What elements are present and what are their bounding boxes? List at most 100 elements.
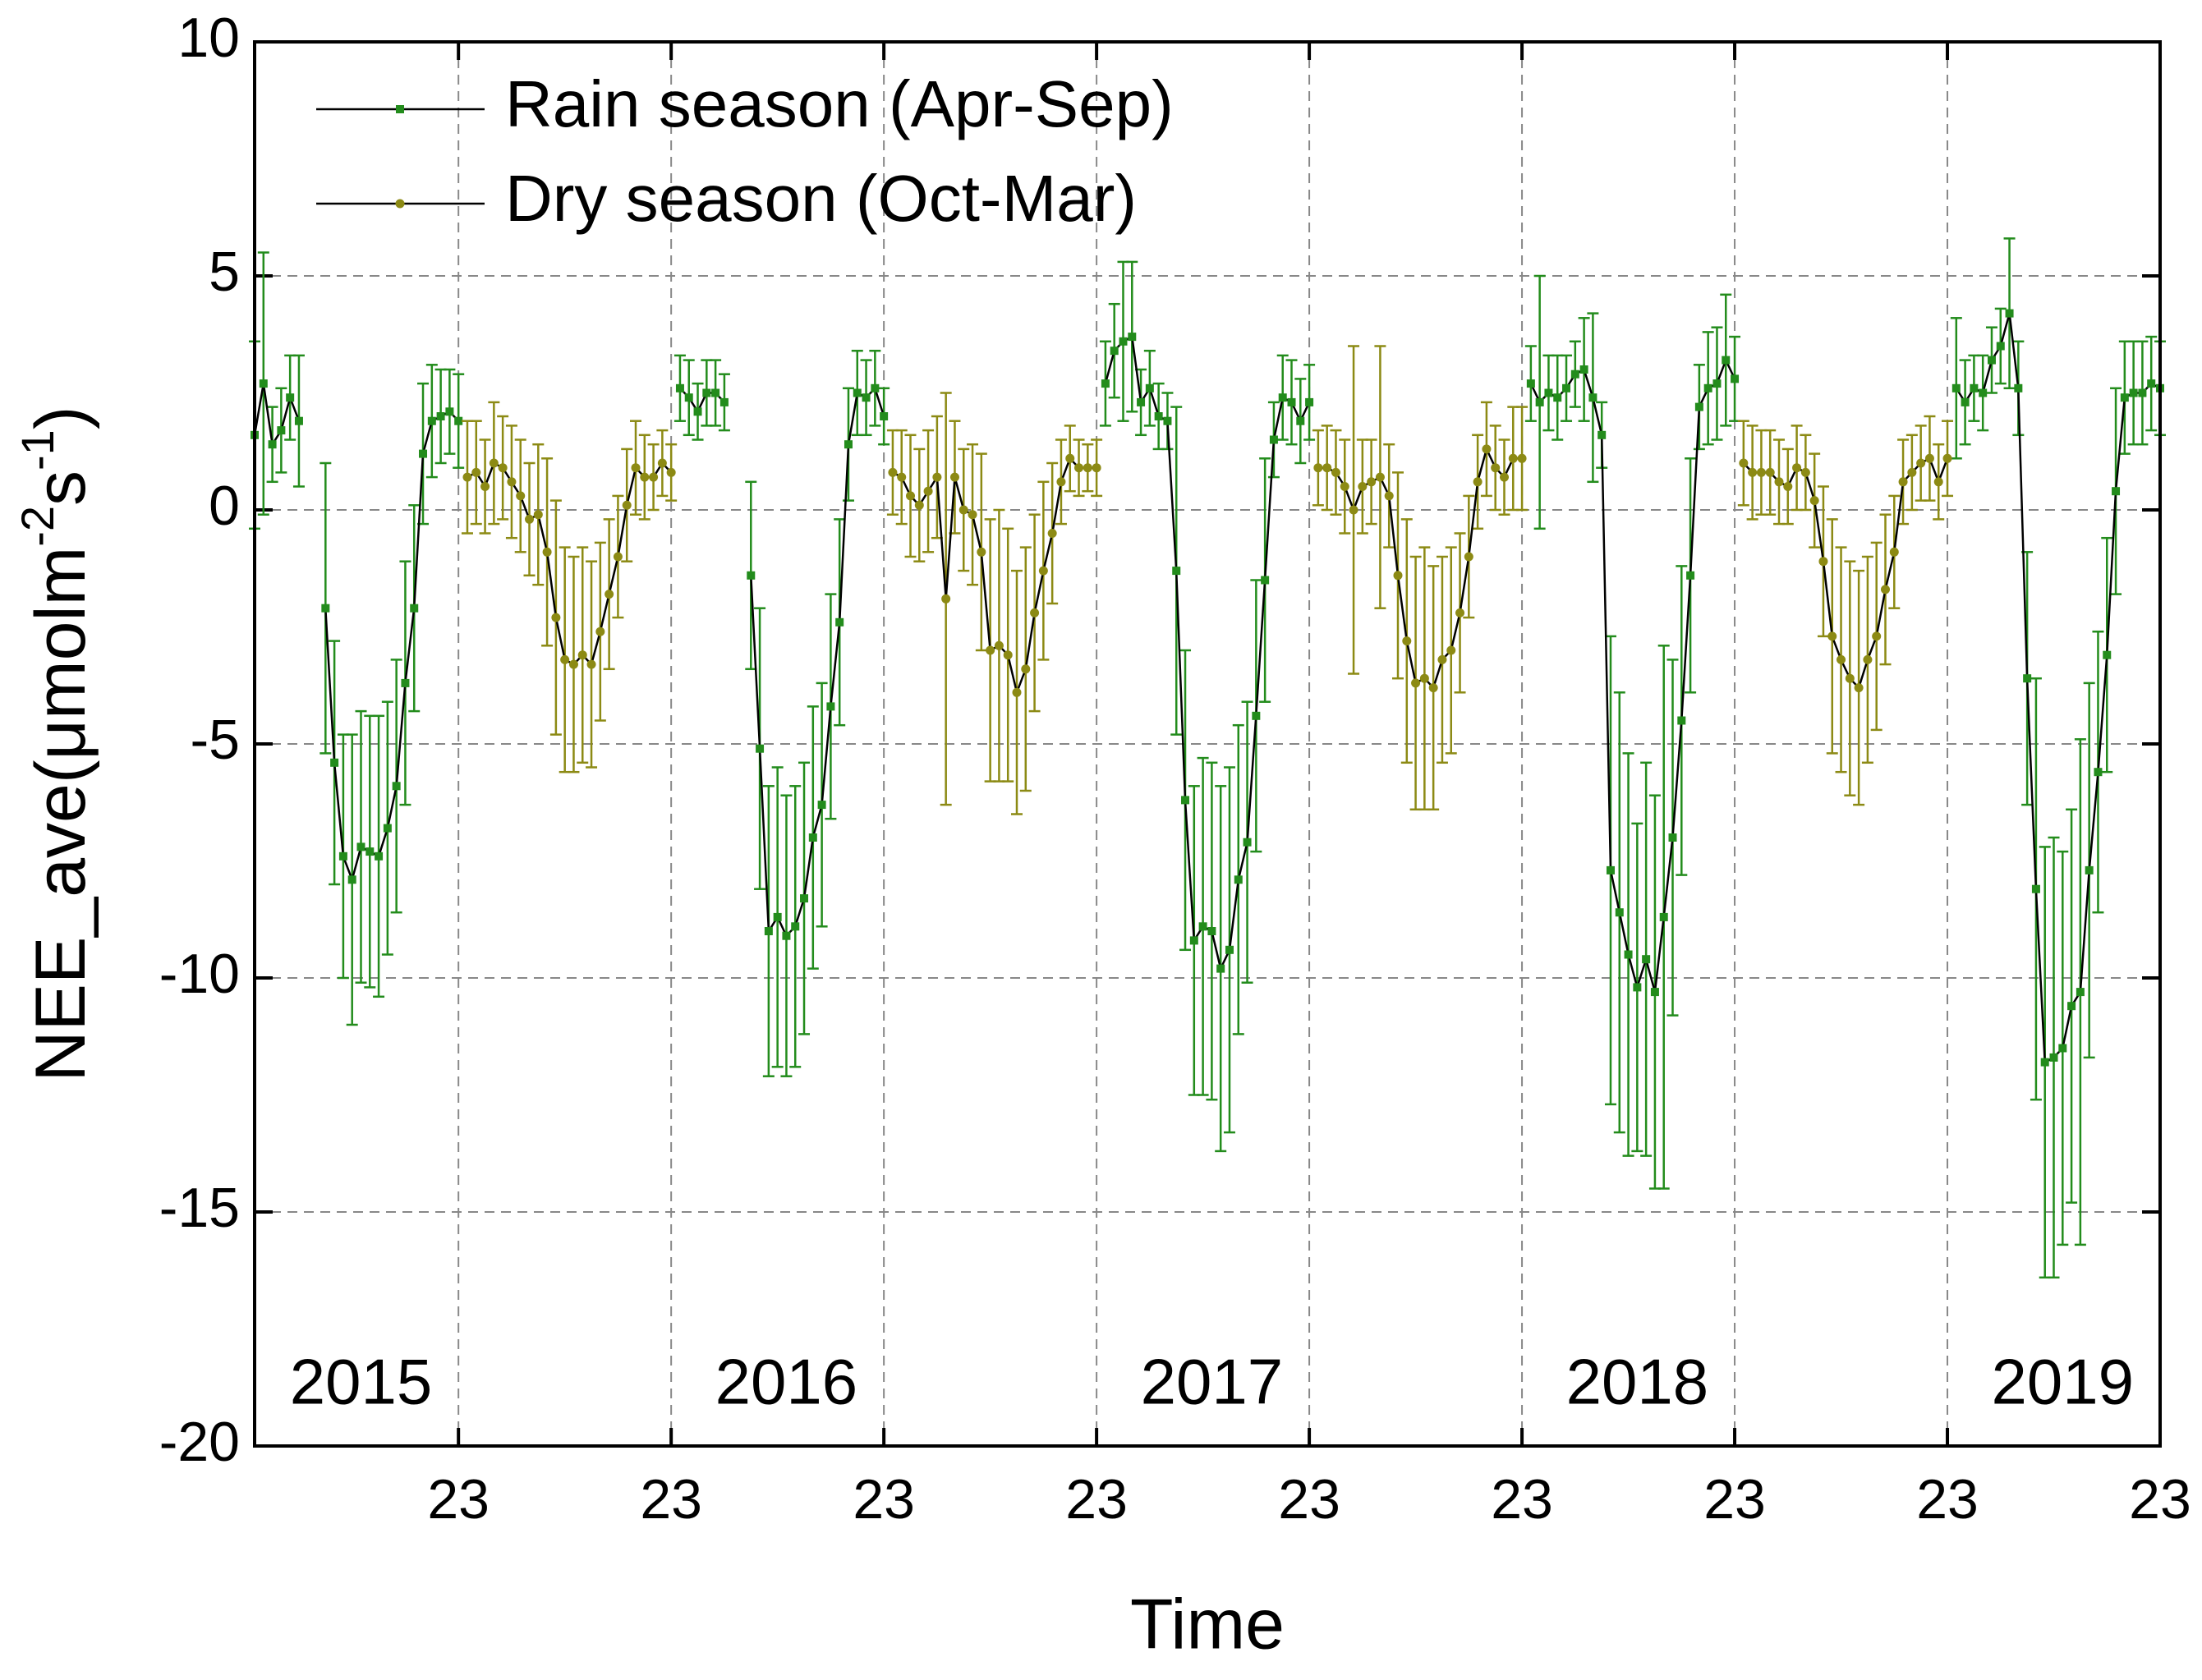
marker (1579, 365, 1588, 374)
marker (1287, 397, 1296, 406)
marker (1624, 950, 1633, 959)
marker (2129, 388, 2138, 397)
marker (1800, 467, 1810, 477)
marker (1916, 458, 1926, 468)
marker (1038, 566, 1048, 576)
y-axis-title: NEE_ave(μmolm-2s-1) (11, 406, 100, 1082)
annotation: 2016 (715, 1346, 858, 1418)
marker (1880, 585, 1890, 594)
marker (1234, 875, 1243, 884)
marker (1163, 416, 1172, 425)
marker (1296, 416, 1305, 425)
y-tick-label: 10 (177, 7, 240, 69)
y-tick-label: 0 (209, 475, 240, 537)
marker (586, 659, 596, 669)
marker (1384, 491, 1394, 501)
marker (791, 922, 800, 931)
marker (1703, 383, 1712, 392)
marker (773, 912, 782, 921)
marker (675, 383, 684, 392)
marker (1419, 673, 1429, 683)
marker (1437, 654, 1447, 664)
marker (808, 833, 817, 842)
marker (1393, 571, 1403, 581)
marker (1961, 397, 1970, 406)
y-tick-label: -10 (159, 943, 240, 1005)
marker (906, 491, 916, 501)
marker (1979, 388, 1988, 397)
marker (383, 824, 392, 833)
marker (401, 678, 410, 687)
marker (419, 449, 428, 458)
marker (1970, 383, 1979, 392)
marker (2085, 865, 2094, 874)
marker (2120, 393, 2129, 402)
marker (2138, 388, 2147, 397)
marker (1924, 453, 1934, 463)
marker (1189, 936, 1198, 945)
y-tick-label: -20 (159, 1411, 240, 1473)
x-tick-label: 23 (1278, 1468, 1340, 1531)
marker (1269, 435, 1278, 444)
marker (560, 654, 570, 664)
annotation: 2019 (1992, 1346, 2135, 1418)
marker (1482, 444, 1492, 454)
x-tick-label: 23 (853, 1468, 915, 1531)
marker (888, 467, 898, 477)
x-tick-label: 23 (1703, 1468, 1766, 1531)
marker (1845, 673, 1855, 683)
marker (2094, 768, 2103, 777)
y-title-text: NEE_ave(μmolm (21, 547, 100, 1082)
marker (1517, 453, 1527, 463)
x-tick-label: 23 (427, 1468, 490, 1531)
marker (1809, 496, 1819, 506)
marker (525, 514, 535, 524)
marker (1455, 608, 1465, 617)
marker (533, 510, 543, 520)
marker (1535, 397, 1544, 406)
annotation: 2015 (290, 1346, 433, 1418)
marker (640, 472, 650, 482)
marker (1331, 467, 1340, 477)
marker (880, 412, 889, 420)
marker (2031, 884, 2040, 893)
marker (1207, 927, 1216, 935)
marker (1101, 379, 1110, 388)
series-line (467, 446, 1949, 696)
marker (1464, 552, 1473, 562)
marker (1951, 383, 1961, 392)
marker (1137, 397, 1146, 406)
marker (657, 458, 667, 468)
marker (1278, 393, 1287, 402)
marker (693, 407, 702, 416)
marker (595, 627, 605, 636)
marker (747, 571, 756, 580)
legend-label: Rain season (Apr-Sep) (505, 67, 1174, 140)
marker (568, 659, 578, 669)
marker (462, 472, 472, 482)
marker (958, 505, 968, 515)
marker (862, 393, 871, 402)
marker (977, 547, 986, 557)
marker (1731, 374, 1740, 383)
marker (1003, 650, 1013, 660)
marker (338, 851, 347, 861)
series-line (253, 313, 2161, 1064)
marker (2147, 379, 2156, 388)
marker (782, 931, 791, 940)
marker (1792, 463, 1802, 473)
marker (1216, 964, 1225, 973)
marker (1898, 477, 1908, 487)
marker (871, 383, 880, 392)
y-tick-label: 5 (209, 241, 240, 303)
annotation: 2018 (1566, 1346, 1709, 1418)
marker (949, 472, 959, 482)
marker (1056, 477, 1066, 487)
marker (1765, 467, 1775, 477)
marker (498, 463, 508, 473)
marker (666, 467, 676, 477)
marker (1119, 337, 1128, 346)
marker (471, 467, 481, 477)
marker (1322, 463, 1332, 473)
